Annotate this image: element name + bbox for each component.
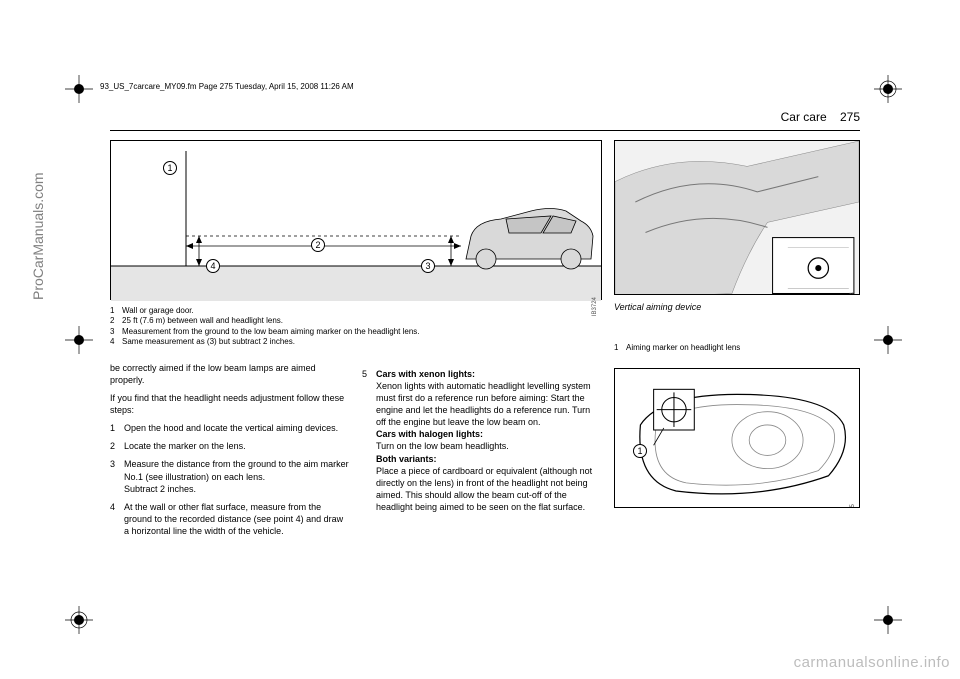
- xenon-body: Xenon lights with automatic headlight le…: [376, 381, 591, 427]
- legend-text: 25 ft (7.6 m) between wall and headlight…: [122, 316, 283, 326]
- step5-block: Cars with xenon lights: Xenon lights wit…: [376, 368, 602, 514]
- column-left: 1 2 3 4 IB3724 1Wall or garage door. 225…: [110, 140, 602, 604]
- brand-vertical: ProCarManuals.com: [30, 172, 46, 300]
- section-title: Car care 275: [781, 110, 860, 124]
- aiming-figure-id: IB4724: [849, 292, 857, 295]
- marker-figure-legend: 1Aiming marker on headlight lens: [614, 343, 860, 353]
- diagram-label-3: 3: [421, 259, 435, 273]
- section-name: Car care: [781, 110, 827, 124]
- steps-list: 1Open the hood and locate the vertical a…: [110, 422, 350, 537]
- headlamp-figure-id: IB4725: [849, 505, 857, 508]
- step-num: 1: [110, 422, 124, 434]
- both-body: Place a piece of cardboard or equivalent…: [376, 466, 592, 512]
- reg-mark-right: [874, 326, 902, 354]
- step-num: 3: [110, 458, 124, 494]
- horizontal-rule: [110, 130, 860, 131]
- halogen-head: Cars with halogen lights:: [376, 429, 483, 439]
- legend-text: Same measurement as (3) but subtract 2 i…: [122, 337, 295, 347]
- legend-num: 1: [110, 306, 122, 316]
- column-right: IB4724 Vertical aiming device 1Aiming ma…: [614, 140, 860, 604]
- legend-text: Wall or garage door.: [122, 306, 194, 316]
- reg-mark-top-right: [874, 75, 902, 103]
- legend-num: 1: [614, 343, 626, 353]
- legend-num: 3: [110, 327, 122, 337]
- legend-num: 4: [110, 337, 122, 347]
- legend-text: Aiming marker on headlight lens: [626, 343, 740, 353]
- car-diagram-svg: [111, 141, 601, 301]
- reg-mark-top-left: [65, 75, 93, 103]
- main-figure-id: IB3724: [591, 297, 599, 316]
- step-text: Open the hood and locate the vertical ai…: [124, 422, 350, 434]
- both-head: Both variants:: [376, 454, 437, 464]
- headlamp-figure: 1 IB4725: [614, 368, 860, 508]
- headlamp-svg: [615, 369, 859, 508]
- headlamp-label-1: 1: [633, 444, 647, 458]
- aiming-device-caption: Vertical aiming device: [614, 301, 860, 313]
- aiming-device-svg: [615, 141, 859, 295]
- page-frame: Car care 275: [110, 100, 860, 604]
- subcolumn-right: 5 Cars with xenon lights: Xenon lights w…: [362, 362, 602, 544]
- header-meta: 93_US_7carcare_MY09.fm Page 275 Tuesday,…: [100, 82, 354, 91]
- step-text: Locate the marker on the lens.: [124, 440, 350, 452]
- watermark: carmanualsonline.info: [794, 654, 950, 671]
- page-number: 275: [840, 110, 860, 124]
- step-num: 5: [362, 368, 376, 514]
- columns: 1 2 3 4 IB3724 1Wall or garage door. 225…: [110, 140, 860, 604]
- step-text: At the wall or other flat surface, measu…: [124, 501, 350, 537]
- diagram-label-1: 1: [163, 161, 177, 175]
- legend-text: Measurement from the ground to the low b…: [122, 327, 420, 337]
- step-num: 4: [110, 501, 124, 537]
- halogen-body: Turn on the low beam headlights.: [376, 441, 509, 451]
- reg-mark-bottom-left: [65, 606, 93, 634]
- text-subcolumns: be correctly aimed if the low beam lamps…: [110, 362, 602, 544]
- aiming-device-figure: IB4724: [614, 140, 860, 295]
- reg-mark-bottom-right: [874, 606, 902, 634]
- main-diagram-figure: 1 2 3 4 IB3724: [110, 140, 602, 300]
- diagram-label-4: 4: [206, 259, 220, 273]
- diagram-label-2: 2: [311, 238, 325, 252]
- xenon-head: Cars with xenon lights:: [376, 369, 475, 379]
- intro-text-2: If you find that the headlight needs adj…: [110, 392, 350, 416]
- reg-mark-left: [65, 326, 93, 354]
- intro-text-1: be correctly aimed if the low beam lamps…: [110, 362, 350, 386]
- main-figure-legend: 1Wall or garage door. 225 ft (7.6 m) bet…: [110, 306, 602, 348]
- subcolumn-left: be correctly aimed if the low beam lamps…: [110, 362, 350, 544]
- step-num: 2: [110, 440, 124, 452]
- legend-num: 2: [110, 316, 122, 326]
- step-text: Measure the distance from the ground to …: [124, 458, 350, 494]
